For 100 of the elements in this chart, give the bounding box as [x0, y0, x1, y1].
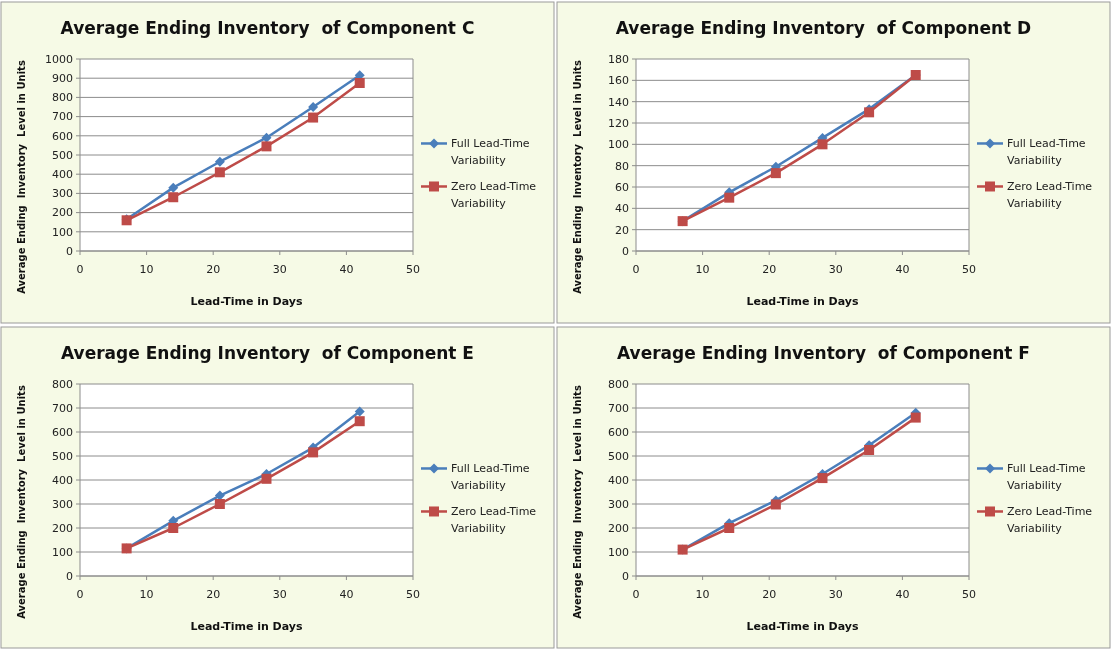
legend-label: Full Lead-Time Variability — [451, 462, 530, 493]
x-axis-title: Lead-Time in Days — [746, 620, 859, 633]
x-tick-label: 20 — [206, 263, 221, 276]
y-tick-label: 300 — [52, 187, 73, 201]
x-tick-label: 10 — [695, 263, 710, 276]
x-tick-label: 30 — [828, 263, 843, 276]
x-axis-title: Lead-Time in Days — [190, 620, 303, 633]
y-tick-label: 140 — [608, 95, 629, 109]
chart-title: Average Ending Inventory of Component F — [617, 343, 1030, 363]
y-tick-label: 400 — [608, 473, 629, 487]
x-axis-title: Lead-Time in Days — [746, 295, 859, 308]
legend-label: Zero Lead-Time Variability — [451, 180, 537, 211]
y-tick-label: 0 — [622, 244, 629, 258]
y-axis-title: Average Ending Inventory Level in Units — [572, 60, 583, 294]
y-tick-label: 900 — [52, 72, 73, 86]
y-tick-label: 800 — [52, 91, 73, 105]
point — [910, 412, 921, 423]
x-axis-title: Lead-Time in Days — [190, 295, 303, 308]
x-tick-label: 0 — [76, 588, 84, 601]
x-tick-label: 0 — [632, 263, 640, 276]
point — [214, 156, 225, 167]
y-tick-label: 20 — [615, 223, 629, 237]
point — [168, 523, 179, 533]
point — [168, 192, 179, 203]
x-tick-label: 10 — [139, 588, 154, 601]
x-tick-label: 30 — [272, 588, 287, 601]
point — [817, 473, 828, 484]
chart-title: Average Ending Inventory of Component D — [615, 18, 1032, 38]
y-tick-label: 500 — [52, 148, 73, 162]
y-tick-label: 160 — [608, 74, 629, 88]
chart-title: Average Ending Inventory of Component C — [60, 18, 475, 38]
point — [261, 141, 272, 152]
y-tick-label: 120 — [608, 116, 629, 130]
y-tick-label: 500 — [52, 449, 73, 463]
point — [261, 132, 272, 143]
x-tick-label: 0 — [76, 263, 84, 276]
y-tick-label: 40 — [615, 202, 629, 216]
y-tick-label: 800 — [608, 377, 629, 391]
y-tick-label: 400 — [52, 473, 73, 487]
point — [214, 499, 225, 509]
y-tick-label: 200 — [608, 521, 629, 535]
y-tick-label: 180 — [608, 52, 629, 66]
point — [354, 416, 365, 427]
point — [168, 182, 179, 193]
x-tick-label: 20 — [762, 263, 777, 276]
point — [770, 499, 781, 510]
point — [261, 473, 272, 484]
y-axis-title: Average Ending Inventory Level in Units — [572, 385, 583, 619]
y-tick-label: 200 — [52, 521, 73, 535]
x-tick-label: 50 — [962, 588, 976, 601]
point — [724, 192, 735, 203]
point — [864, 445, 875, 455]
y-tick-label: 700 — [608, 401, 629, 415]
x-tick-label: 30 — [272, 263, 287, 276]
point — [354, 406, 365, 417]
y-tick-label: 300 — [52, 497, 73, 511]
y-tick-label: 800 — [52, 377, 73, 391]
y-tick-label: 80 — [615, 159, 629, 173]
x-tick-label: 40 — [339, 588, 354, 601]
point — [308, 112, 319, 123]
legend-label: Zero Lead-Time Variability — [1007, 180, 1093, 211]
legend-label: Full Lead-Time Variability — [1007, 137, 1086, 168]
y-tick-label: 500 — [608, 449, 629, 463]
point — [817, 139, 828, 150]
y-tick-label: 100 — [52, 225, 73, 239]
y-tick-label: 0 — [66, 569, 73, 583]
y-tick-label: 100 — [608, 545, 629, 559]
legend-label: Full Lead-Time Variability — [451, 137, 530, 168]
chart-title: Average Ending Inventory of Component E — [61, 343, 474, 363]
point — [724, 523, 735, 533]
x-tick-label: 20 — [206, 588, 221, 601]
point — [308, 102, 319, 112]
x-tick-label: 0 — [632, 588, 640, 601]
y-tick-label: 600 — [52, 129, 73, 143]
legend-label: Zero Lead-Time Variability — [1007, 505, 1093, 536]
y-tick-label: 300 — [608, 497, 629, 511]
y-tick-label: 700 — [52, 401, 73, 415]
x-tick-label: 40 — [895, 588, 910, 601]
x-tick-label: 10 — [139, 263, 154, 276]
x-tick-label: 50 — [406, 263, 420, 276]
y-tick-label: 0 — [622, 569, 629, 583]
y-tick-label: 0 — [66, 244, 73, 258]
point — [354, 78, 365, 88]
y-tick-label: 100 — [608, 138, 629, 152]
y-axis-title: Average Ending Inventory Level in Units — [16, 385, 27, 619]
y-tick-label: 100 — [52, 545, 73, 559]
x-tick-label: 50 — [406, 588, 420, 601]
legend-label: Zero Lead-Time Variability — [451, 505, 537, 536]
y-tick-label: 400 — [52, 168, 73, 182]
legend-label: Full Lead-Time Variability — [1007, 462, 1086, 493]
y-tick-label: 60 — [615, 180, 629, 194]
x-tick-label: 30 — [828, 588, 843, 601]
point — [770, 168, 781, 179]
point — [308, 447, 319, 458]
point — [214, 167, 225, 178]
x-tick-label: 10 — [695, 588, 710, 601]
x-tick-label: 40 — [895, 263, 910, 276]
x-tick-label: 50 — [962, 263, 976, 276]
y-tick-label: 200 — [52, 206, 73, 220]
y-tick-label: 700 — [52, 110, 73, 124]
